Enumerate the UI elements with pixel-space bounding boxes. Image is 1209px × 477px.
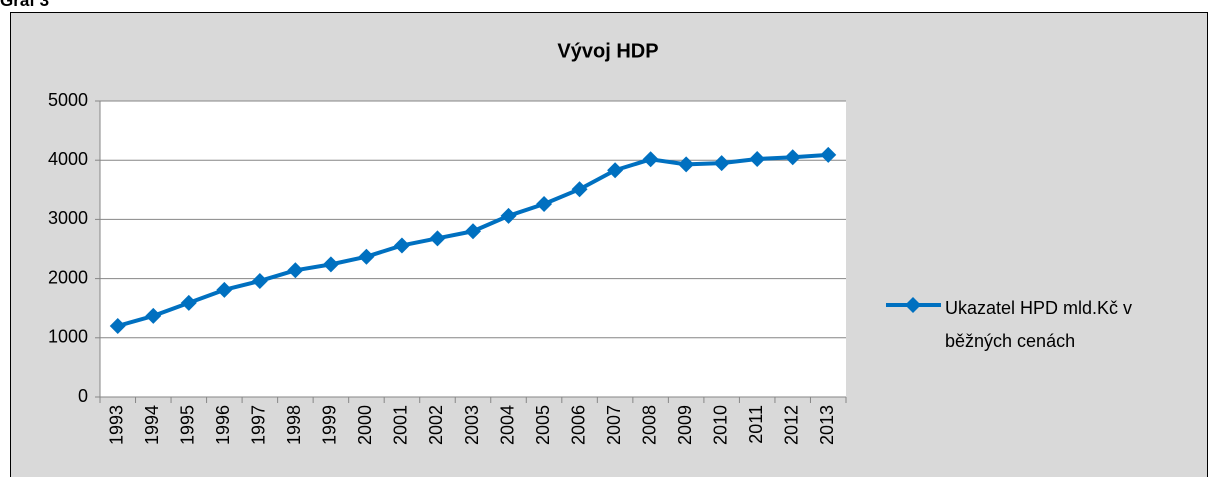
x-tick-label: 1998: [284, 405, 304, 445]
x-tick-label: 2001: [391, 405, 411, 445]
plot-area: [100, 101, 846, 397]
data-point: [393, 237, 410, 254]
data-point: [536, 196, 553, 213]
data-point: [322, 256, 339, 273]
x-tick-label: 1996: [213, 405, 233, 445]
data-point: [500, 207, 517, 224]
x-tick-label: 2009: [675, 405, 695, 445]
x-tick-label: 2006: [568, 405, 588, 445]
x-tick-label: 2013: [817, 405, 837, 445]
x-tick-label: 1993: [107, 405, 127, 445]
data-point: [251, 272, 268, 289]
x-tick-label: 1997: [249, 405, 269, 445]
x-tick-label: 2000: [355, 405, 375, 445]
data-point: [784, 149, 801, 166]
x-tick-label: 2005: [533, 405, 553, 445]
x-tick-label: 1999: [320, 405, 340, 445]
data-point: [749, 151, 766, 168]
x-tick-label: 2008: [639, 405, 659, 445]
y-tick-label: 0: [78, 386, 88, 406]
y-tick-label: 5000: [48, 90, 88, 110]
data-point: [216, 281, 233, 298]
x-tick-label: 2011: [746, 405, 766, 444]
legend-marker: [905, 297, 921, 313]
data-point: [713, 155, 730, 172]
x-tick-label: 1994: [142, 405, 162, 445]
data-point: [429, 230, 446, 247]
data-point: [145, 307, 162, 324]
x-tick-label: 1995: [178, 405, 198, 445]
x-tick-label: 2003: [462, 405, 482, 445]
data-point: [607, 162, 624, 179]
data-point: [465, 223, 481, 240]
x-tick-label: 2012: [781, 405, 801, 445]
x-tick-label: 2010: [710, 405, 730, 445]
y-tick-label: 3000: [48, 208, 88, 228]
y-tick-label: 4000: [48, 149, 88, 169]
x-tick-label: 2004: [497, 405, 517, 445]
legend-label: Ukazatel HPD mld.Kč v běžných cenách: [945, 298, 1133, 351]
data-point: [642, 151, 659, 168]
y-tick-label: 1000: [48, 327, 88, 347]
chart-title: Vývoj HDP: [557, 40, 658, 62]
data-point: [358, 248, 375, 265]
figure-label: Graf 3: [0, 0, 50, 10]
data-point: [820, 146, 837, 163]
y-tick-label: 2000: [48, 267, 88, 287]
data-point: [287, 262, 304, 279]
x-tick-label: 2002: [426, 405, 446, 445]
data-point: [678, 156, 695, 173]
data-point: [180, 294, 197, 311]
x-tick-label: 2007: [604, 405, 624, 445]
data-point: [571, 181, 588, 198]
data-point: [109, 317, 126, 334]
